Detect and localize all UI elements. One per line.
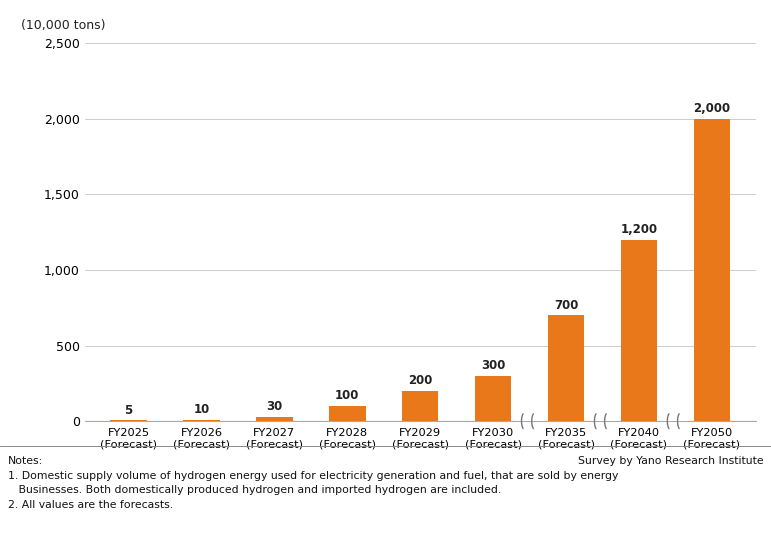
Text: Notes:
1. Domestic supply volume of hydrogen energy used for electricity generat: Notes: 1. Domestic supply volume of hydr…: [8, 456, 618, 510]
Text: 30: 30: [266, 400, 282, 413]
Bar: [547, 315, 584, 421]
Bar: [256, 417, 293, 421]
Bar: [183, 420, 220, 421]
Bar: [517, 420, 542, 422]
Bar: [402, 391, 439, 421]
Text: Survey by Yano Research Institute: Survey by Yano Research Institute: [577, 456, 763, 467]
Text: (10,000 tons): (10,000 tons): [21, 19, 106, 32]
Bar: [694, 119, 730, 421]
Text: 200: 200: [408, 374, 433, 387]
Text: 1,200: 1,200: [621, 223, 658, 236]
Bar: [621, 240, 657, 421]
Text: 10: 10: [194, 403, 210, 416]
Bar: [663, 420, 688, 422]
Text: 2,000: 2,000: [693, 102, 730, 115]
Text: 700: 700: [554, 299, 578, 312]
Bar: [590, 420, 614, 422]
Text: 5: 5: [124, 404, 133, 417]
Text: 300: 300: [481, 359, 505, 372]
Bar: [329, 406, 365, 421]
Bar: [475, 376, 511, 421]
Text: 100: 100: [335, 389, 359, 402]
